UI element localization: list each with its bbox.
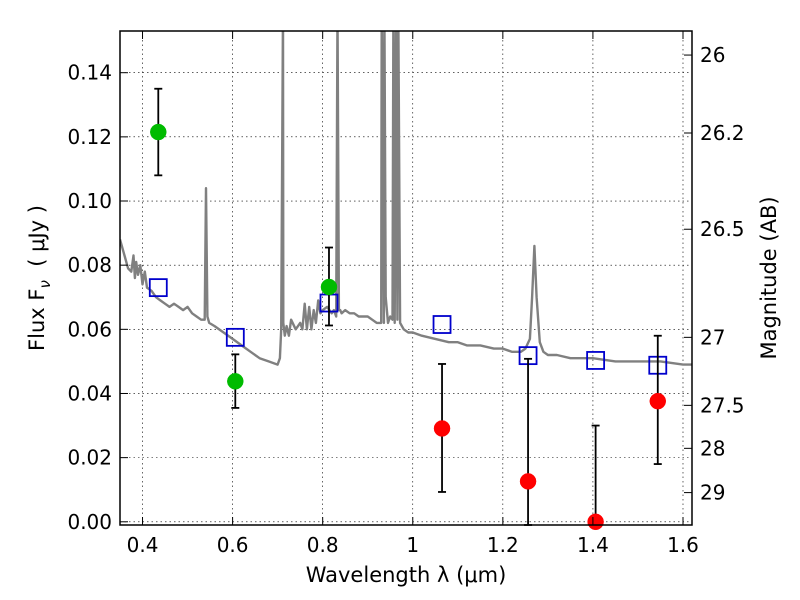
y-axis-label-subscript: ν <box>36 280 54 288</box>
x-tick-label: 1.6 <box>667 533 699 557</box>
x-axis-label: Wavelength λ (μm) <box>306 563 507 587</box>
y-axis-ticks: 0.00 0.02 0.04 0.06 0.08 0.10 0.12 0.14 <box>67 61 128 534</box>
y-tick-label: 0.06 <box>67 317 112 341</box>
y2-tick-label: 27 <box>700 325 725 349</box>
x-tick-label: 0.8 <box>307 533 339 557</box>
non-detection-point <box>433 420 451 437</box>
y2-axis-label: Magnitude (AB) <box>757 196 781 359</box>
non-detection-point <box>519 473 537 490</box>
y-tick-label: 0.00 <box>67 510 112 534</box>
data-points-layer <box>148 87 668 531</box>
y2-tick-label: 26.5 <box>700 217 745 241</box>
non-detection-point <box>587 513 604 531</box>
y-tick-label: 0.02 <box>67 446 112 470</box>
model-photometry-square <box>586 351 606 370</box>
y-axis-label-main: Flux F <box>25 289 49 351</box>
detection-point <box>320 278 338 296</box>
y-axis-label-unit: ( μJy ) <box>25 205 49 280</box>
y-tick-label: 0.10 <box>67 189 112 213</box>
y2-tick-label: 26 <box>700 43 725 67</box>
y-tick-label: 0.14 <box>67 61 112 85</box>
x-tick-label: 1.2 <box>487 533 519 557</box>
model-photometry-square <box>225 327 245 347</box>
model-spectrum-layer <box>120 31 692 366</box>
model-spectrum-line <box>120 31 692 366</box>
model-photometry-square <box>148 278 168 298</box>
x-axis-ticks: 0.4 0.6 0.8 1 1.2 1.4 1.6 <box>127 31 699 557</box>
y-tick-label: 0.04 <box>67 381 112 405</box>
y-axis-label: Flux Fν ( μJy ) <box>25 205 54 351</box>
x-tick-label: 1 <box>406 533 419 557</box>
y-tick-label: 0.12 <box>67 125 112 149</box>
x-tick-label: 0.6 <box>217 533 249 557</box>
detection-point <box>150 123 167 141</box>
y2-tick-label: 29 <box>700 481 725 505</box>
y2-tick-label: 26.2 <box>700 121 745 145</box>
y2-tick-label: 27.5 <box>700 393 745 417</box>
x-tick-label: 0.4 <box>127 533 159 557</box>
y2-tick-label: 28 <box>700 436 725 460</box>
detection-point <box>227 373 244 390</box>
y2-axis-ticks: 26 26.2 26.5 27 27.5 28 29 <box>684 43 745 505</box>
plot-frame <box>119 30 693 526</box>
y-tick-label: 0.08 <box>67 253 112 277</box>
grid-lines <box>120 31 692 525</box>
non-detection-point <box>649 392 667 410</box>
model-photometry-square <box>432 315 452 334</box>
x-tick-label: 1.4 <box>577 533 609 557</box>
